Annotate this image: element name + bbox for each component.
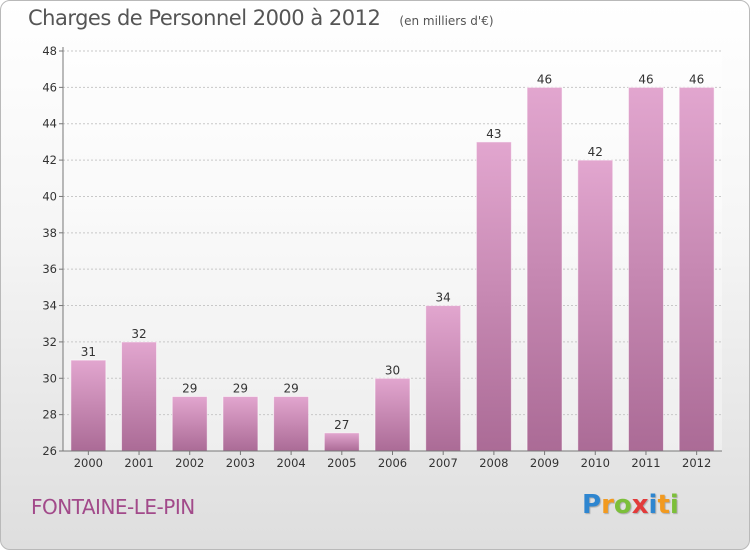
data-label-2010: 42 [588,145,603,159]
data-label-2004: 29 [283,381,298,395]
bar-2003 [222,395,259,452]
data-label-2001: 32 [131,327,146,341]
brand-letter: x [631,490,649,520]
bar-2002 [171,395,208,452]
bar-2007 [425,305,462,452]
data-label-2011: 46 [638,72,653,86]
x-tick-label-2011: 2011 [631,456,660,470]
chart-subtitle: (en milliers d'€) [399,14,494,28]
y-tick-label: 36 [42,262,57,276]
brand-letter: P [582,490,602,520]
bar-2001 [121,341,158,452]
x-tick-label-2008: 2008 [479,456,508,470]
data-label-2003: 29 [233,381,248,395]
y-tick-label: 48 [42,44,57,58]
bar-2009 [526,86,563,452]
x-tick-label-2003: 2003 [226,456,255,470]
brand-logo: Proxiti [582,490,679,520]
brand-letter: i [669,490,679,520]
x-tick-label-2007: 2007 [429,456,458,470]
x-tick-label-2004: 2004 [276,456,305,470]
data-label-2002: 29 [182,381,197,395]
x-tick-label-2000: 2000 [74,456,103,470]
chart-title: Charges de Personnel 2000 à 2012 [28,6,381,30]
place-name: FONTAINE-LE-PIN [31,495,195,519]
brand-letter: t [657,490,670,520]
x-tick-label-2006: 2006 [378,456,407,470]
x-tick-label-2012: 2012 [682,456,711,470]
brand-letter: r [601,490,614,520]
x-tick-label-2002: 2002 [175,456,204,470]
data-label-2006: 30 [385,363,400,377]
y-tick-label: 40 [42,189,57,203]
bar-2011 [627,86,664,452]
x-tick-label-2009: 2009 [530,456,559,470]
bar-2004 [273,395,310,452]
y-tick-label: 42 [42,153,57,167]
y-tick-label: 38 [42,226,57,240]
data-label-2007: 34 [436,291,451,305]
bar-2000 [70,359,107,452]
data-label-2009: 46 [537,72,552,86]
bar-2010 [577,159,614,452]
x-tick-label-2010: 2010 [581,456,610,470]
bar-2005 [323,432,360,452]
data-label-2008: 43 [486,127,501,141]
brand-letter: o [613,490,632,520]
x-tick-label-2001: 2001 [124,456,153,470]
data-label-2005: 27 [334,418,349,432]
bar-2012 [678,86,715,452]
x-tick-label-2005: 2005 [327,456,356,470]
data-label-2012: 46 [689,72,704,86]
title-row: Charges de Personnel 2000 à 2012 (en mil… [28,6,494,30]
y-tick-label: 26 [42,444,57,458]
bar-2008 [475,141,512,452]
y-tick-label: 28 [42,408,57,422]
data-label-2000: 31 [81,345,96,359]
y-tick-label: 34 [42,299,57,313]
y-tick-label: 32 [42,335,57,349]
brand-letter: i [648,490,658,520]
y-tick-label: 46 [42,80,57,94]
y-tick-label: 44 [42,117,57,131]
y-tick-label: 30 [42,371,57,385]
bar-2006 [374,377,411,452]
